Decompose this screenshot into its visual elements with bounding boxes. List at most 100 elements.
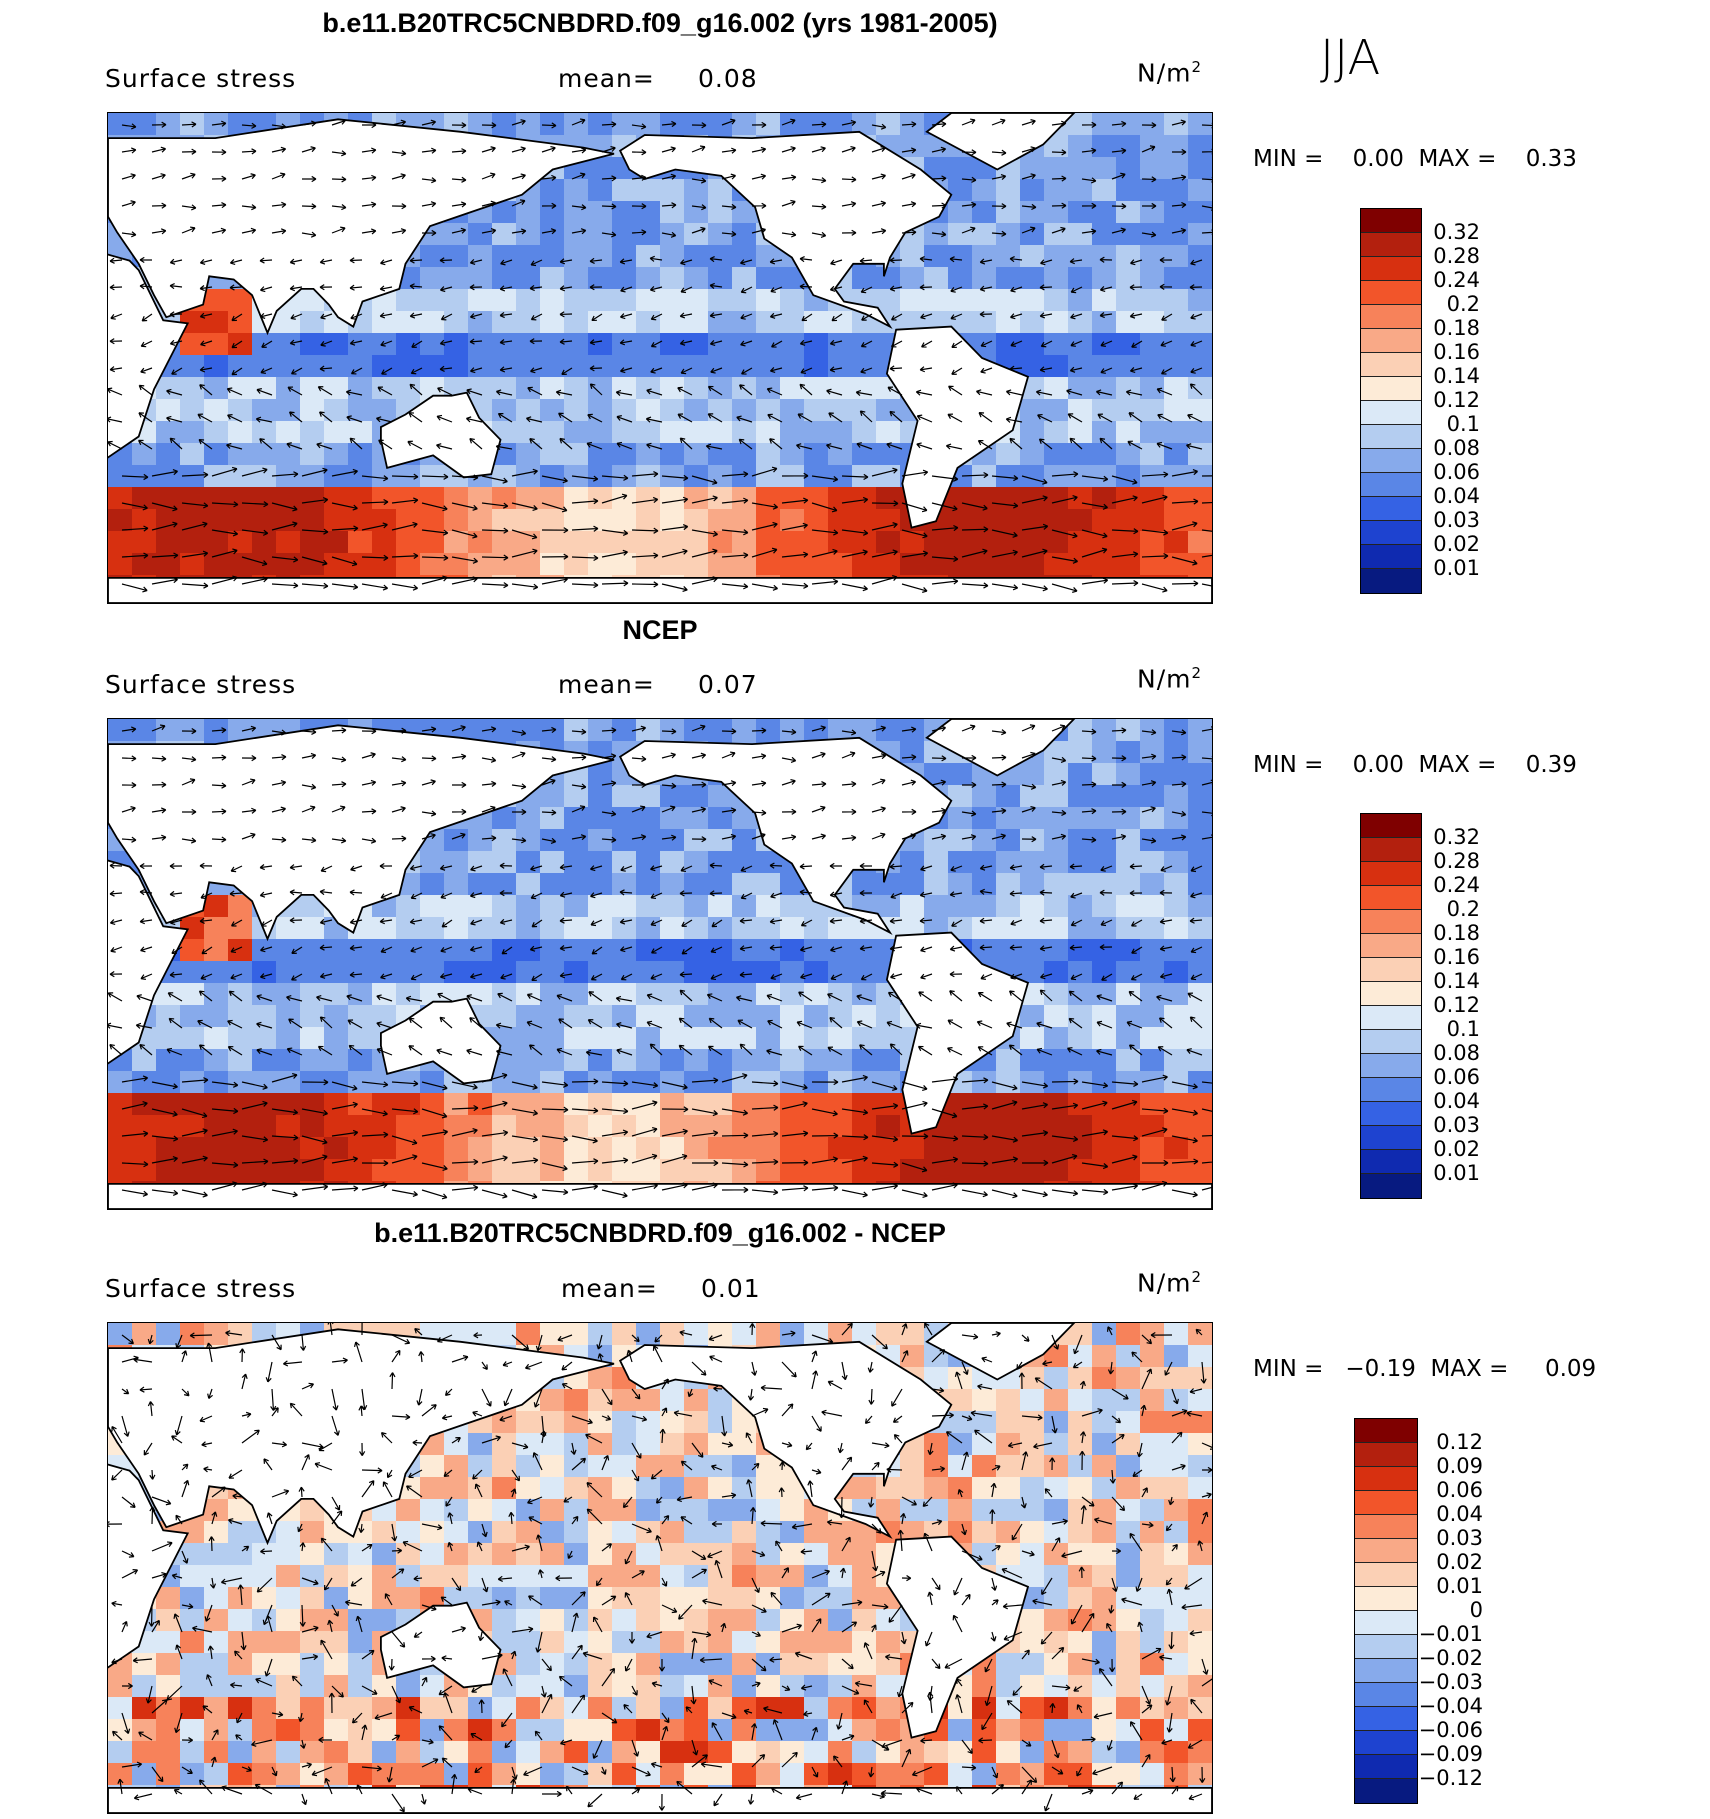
stress-vector [991,529,1018,538]
stress-vector [1186,1048,1203,1056]
field-cell [204,1005,229,1028]
field-cell [1164,719,1189,742]
field-cell [1116,135,1141,158]
field-cell [492,509,517,532]
field-cell [588,1367,613,1390]
field-cell [372,531,397,554]
field-cell [1092,1411,1117,1434]
stress-vector [148,1604,155,1627]
stress-vector [1141,1180,1168,1191]
colorbar-swatch [1361,814,1421,838]
stress-vector [649,255,663,262]
field-cell [636,1027,661,1050]
stress-vector [301,582,329,589]
field-cell [996,1499,1021,1522]
stress-vector [410,946,423,953]
field-cell [684,939,709,962]
field-cell [684,531,709,554]
field-cell [492,553,517,576]
field-cell [996,873,1021,896]
stress-vector [561,1361,573,1371]
field-cell [660,939,685,962]
field-cell [900,1741,925,1764]
stress-vector [559,311,573,318]
stress-vector [1141,1074,1168,1083]
field-cell [588,421,613,444]
stress-vector [981,1356,993,1363]
stress-vector [241,467,268,477]
stress-vector [331,1129,359,1137]
stress-vector [680,259,693,266]
field-cell [708,785,733,808]
field-cell [924,289,949,312]
units-label: N/m2 [1137,1268,1203,1298]
field-cell [1044,1389,1069,1412]
field-cell [228,895,253,918]
stress-vector [661,496,689,504]
field-cell [804,1587,829,1610]
stress-vector [139,862,153,870]
field-cell [708,1719,733,1742]
stress-vector [897,1529,904,1552]
field-cell [612,355,637,378]
field-cell [1188,1631,1212,1654]
map-panel-model [107,112,1213,604]
field-cell [1116,1521,1141,1544]
stress-vector [811,1108,838,1117]
field-cell [708,719,733,742]
stress-vector [691,548,718,558]
stress-vector [1181,1604,1203,1611]
stress-vector [739,384,753,396]
field-cell [1068,719,1093,742]
stress-vector [691,1182,718,1191]
stress-vector [228,990,243,1002]
field-cell [108,1137,133,1160]
stress-vector [1111,147,1127,154]
field-cell [228,1675,253,1698]
field-cell [1164,289,1189,312]
field-cell [1092,531,1117,554]
field-cell [732,333,757,356]
stress-vector [901,1162,928,1173]
stress-vector [619,918,633,925]
field-cell [1068,1719,1093,1742]
field-cell [1164,1137,1189,1160]
field-cell [660,1433,685,1456]
stress-vector [1201,148,1212,155]
stress-vector [169,258,183,265]
field-cell [180,531,205,554]
field-cell [756,1005,781,1028]
field-cell [348,1719,373,1742]
mean-label: mean= [561,1274,658,1303]
stress-vector [447,1512,454,1525]
field-cell [732,1763,757,1786]
stress-vector [739,1043,753,1056]
field-cell [372,1587,397,1610]
stress-vector [871,522,898,531]
field-cell [780,1049,805,1072]
field-cell [492,531,517,554]
stress-vector [571,1107,599,1114]
field-cell [660,531,685,554]
field-cell [1044,355,1069,378]
field-cell [252,531,277,554]
field-cell [708,895,733,918]
stress-vector [679,890,693,897]
field-cell [804,961,829,984]
stress-vector [889,945,903,952]
variable-label: Surface stress [105,1274,297,1303]
field-cell [1020,1071,1045,1094]
field-cell [204,895,229,918]
field-cell [660,873,685,896]
field-cell [1020,157,1045,180]
stress-vector [631,834,647,841]
stress-vector [687,1388,694,1398]
field-cell [1092,1609,1117,1632]
stress-vector [291,946,303,954]
landmass [885,1535,1030,1739]
stress-vector [540,1430,547,1444]
stress-vector [228,1469,243,1479]
field-cell [780,1653,805,1676]
field-cell [756,1653,781,1676]
stress-vector [1095,389,1113,396]
